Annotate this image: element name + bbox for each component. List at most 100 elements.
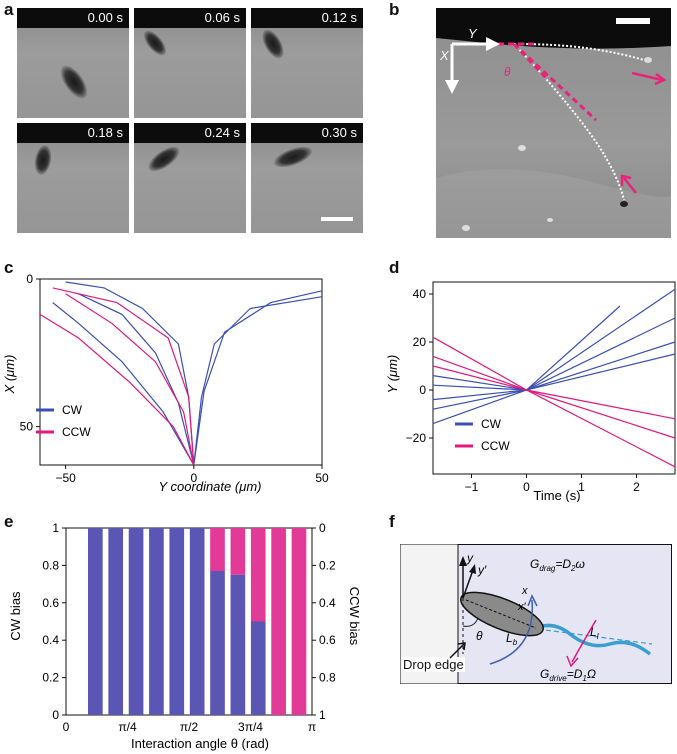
yprime-arrow-icon xyxy=(469,564,476,574)
series-line-ccw-6 xyxy=(65,293,195,466)
panel-letter-d: d xyxy=(389,258,400,277)
chart-e: Interaction angle θ (rad) CW bias CCW bi… xyxy=(8,521,360,751)
frame-2: 0.12 s xyxy=(251,8,363,118)
label-xprime: x′ xyxy=(517,601,527,613)
y-tick-label: 40 xyxy=(413,287,427,301)
x-tick-label: 0 xyxy=(523,480,530,494)
series-line-cw-0 xyxy=(432,288,676,425)
y-axis-arrow-icon xyxy=(459,556,467,566)
label-x: x xyxy=(521,585,528,597)
frame-4: 0.24 s xyxy=(134,123,246,233)
axis-y-label: Y xyxy=(468,26,478,41)
bar-cw xyxy=(88,528,103,715)
angle-label: θ xyxy=(504,65,511,79)
timestamp-5: 0.30 s xyxy=(321,125,357,140)
legend-label-ccw: CCW xyxy=(481,439,510,453)
axis-x-label: X xyxy=(439,48,450,63)
y2-tick-label: 0.6 xyxy=(319,633,336,647)
x-tick-label: π/4 xyxy=(118,720,137,734)
label-gdrive: Gdrive=D1Ω xyxy=(540,667,596,683)
x-tick-label: 50 xyxy=(315,471,329,485)
bar-ccw xyxy=(271,528,286,715)
label-li: Ll xyxy=(590,625,599,641)
timestamp-2: 0.12 s xyxy=(321,10,357,25)
series-line-cw-3 xyxy=(78,293,195,466)
panel-letter-a: a xyxy=(4,0,14,19)
drive-arrow-icon xyxy=(566,655,579,668)
panel-b-image: X Y θ xyxy=(436,8,671,238)
y-tick-label: 20 xyxy=(413,335,427,349)
y-tick-label: 0.6 xyxy=(42,596,59,610)
bar-ccw xyxy=(210,528,225,572)
bar-ccw xyxy=(291,528,307,715)
drop-edge-arrow-icon xyxy=(457,642,466,651)
legend-label-ccw: CCW xyxy=(62,425,91,439)
y-tick-label: 0 xyxy=(419,383,426,397)
bar-cw xyxy=(230,574,246,715)
x-tick-label: π xyxy=(308,720,316,734)
chart-d: Time (s) Y (μm) −1 0 1 2 −20 0 20 40 CW CCW xyxy=(385,281,676,502)
label-gdrag: Gdrag=D2ω xyxy=(530,557,585,573)
chart-d-ylabel: Y (μm) xyxy=(385,355,400,394)
panel-letter-b: b xyxy=(389,0,400,19)
series-line-cw-1 xyxy=(193,296,323,466)
chart-e-xlabel: Interaction angle θ (rad) xyxy=(131,736,269,751)
cell-body xyxy=(460,591,544,637)
timestamp-3: 0.18 s xyxy=(87,125,123,140)
bar-cw xyxy=(169,528,185,715)
drop-edge-label: Drop edge xyxy=(402,657,465,672)
scale-bar-a xyxy=(321,217,353,221)
frame-0: 0.00 s xyxy=(17,8,129,118)
label-theta: θ xyxy=(476,629,483,643)
trajectory-upper xyxy=(513,43,645,61)
chart-e-ylabel: CW bias xyxy=(8,591,23,641)
chart-d-xlabel: Time (s) xyxy=(533,488,580,502)
y2-tick-label: 0.4 xyxy=(319,596,336,610)
y2-tick-label: 0.8 xyxy=(319,671,336,685)
arrow-cw-icon xyxy=(654,73,667,86)
frame-1: 0.06 s xyxy=(134,8,246,118)
y-tick-label: 50 xyxy=(20,420,34,434)
x-tick-label: 3π/4 xyxy=(238,720,263,734)
guide-angle xyxy=(512,42,598,122)
scale-bar-b xyxy=(616,18,650,24)
y-tick-label: 0.8 xyxy=(42,558,59,572)
y-tick-label: −20 xyxy=(406,431,427,445)
series-line-ccw-7 xyxy=(52,287,195,466)
y2-tick-label: 0.2 xyxy=(319,558,336,572)
x-tick-label: 0 xyxy=(63,720,70,734)
plot-frame xyxy=(432,281,676,475)
x-tick-label: π/2 xyxy=(180,720,199,734)
bar-cw xyxy=(189,528,205,715)
y-tick-label: 0.2 xyxy=(42,671,59,685)
panel-letter-f: f xyxy=(389,512,395,531)
y2-tick-label: 1 xyxy=(319,708,326,722)
bar-ccw xyxy=(250,528,266,622)
chart-c-xlabel: Y coordinate (μm) xyxy=(159,479,262,494)
x-tick-label: 2 xyxy=(633,480,640,494)
plot-frame xyxy=(65,527,313,716)
x-tick-label: −1 xyxy=(465,480,479,494)
y-tick-label: 1 xyxy=(52,521,59,535)
panel-letter-c: c xyxy=(4,258,14,277)
y-tick-label: 0.4 xyxy=(42,633,59,647)
frame-3: 0.18 s xyxy=(17,123,129,233)
x-tick-label: 0 xyxy=(190,471,197,485)
timestamp-1: 0.06 s xyxy=(204,10,240,25)
series-line-cw-4 xyxy=(432,305,621,391)
drag-arrow-icon xyxy=(527,594,538,607)
bar-cw xyxy=(210,571,225,715)
y-tick-label: 0 xyxy=(26,272,33,286)
axis-x-arrow-icon xyxy=(445,80,459,94)
series-line-cw-0 xyxy=(193,290,323,466)
flagellum xyxy=(527,623,652,656)
bar-cw xyxy=(128,528,144,715)
chart-e-y2label: CCW bias xyxy=(347,587,360,646)
axis-y-arrow-icon xyxy=(486,37,500,51)
series-line-ccw-7 xyxy=(432,336,676,420)
plot-frame xyxy=(39,278,323,466)
series-line-ccw-5 xyxy=(39,313,195,466)
panel-letter-e: e xyxy=(4,512,14,531)
timestamp-0: 0.00 s xyxy=(87,10,123,25)
legend-label-cw: CW xyxy=(481,417,502,431)
